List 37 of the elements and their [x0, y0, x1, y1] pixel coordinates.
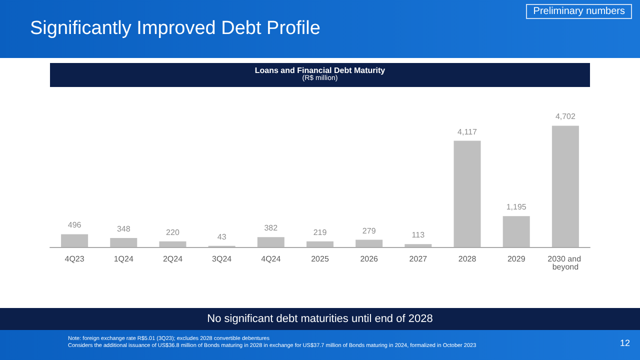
text: Significantly Improved Debt Profile: [30, 18, 320, 40]
x-tick-label: 3Q24: [212, 254, 232, 264]
x-tick-label: 2027: [409, 254, 428, 264]
text: Preliminary numbers: [526, 4, 632, 19]
data-label: 4,702: [555, 112, 576, 122]
x-tick-label: 1Q24: [114, 254, 134, 264]
x-tick-label: 2029: [507, 254, 526, 264]
data-label: 279: [362, 226, 376, 236]
bar: [552, 126, 579, 247]
bar: [502, 216, 530, 247]
x-tick-label: 2028: [458, 254, 477, 264]
data-label: 382: [264, 224, 278, 233]
data-label: 4,117: [458, 127, 478, 136]
data-label: 1,195: [506, 202, 527, 212]
data-label: 113: [412, 230, 426, 240]
data-label: 348: [116, 224, 131, 234]
bar: [61, 234, 88, 247]
data-label: 496: [68, 220, 82, 230]
bar: [404, 244, 432, 247]
data-label: 219: [313, 228, 328, 237]
bar: [159, 241, 186, 247]
bar: [110, 238, 138, 247]
text: No significant debt maturities until end of 2028: [0, 308, 640, 330]
bar: [306, 241, 334, 247]
x-tick-label: 2026: [360, 254, 379, 264]
x-tick-label: 2030 and beyond: [548, 254, 584, 272]
data-label: 220: [166, 228, 180, 237]
chart-title: Loans and Financial Debt Maturity: [254, 65, 386, 75]
text: 12: [620, 338, 630, 348]
x-tick-label: 4Q23: [64, 254, 85, 264]
x-tick-label: 2Q24: [162, 254, 184, 264]
x-tick-label: 4Q24: [261, 254, 282, 264]
data-label: 43: [217, 232, 227, 242]
x-tick-label: 2025: [311, 254, 330, 264]
bar: [454, 140, 481, 247]
bar: [257, 237, 284, 247]
bar: [356, 240, 383, 247]
